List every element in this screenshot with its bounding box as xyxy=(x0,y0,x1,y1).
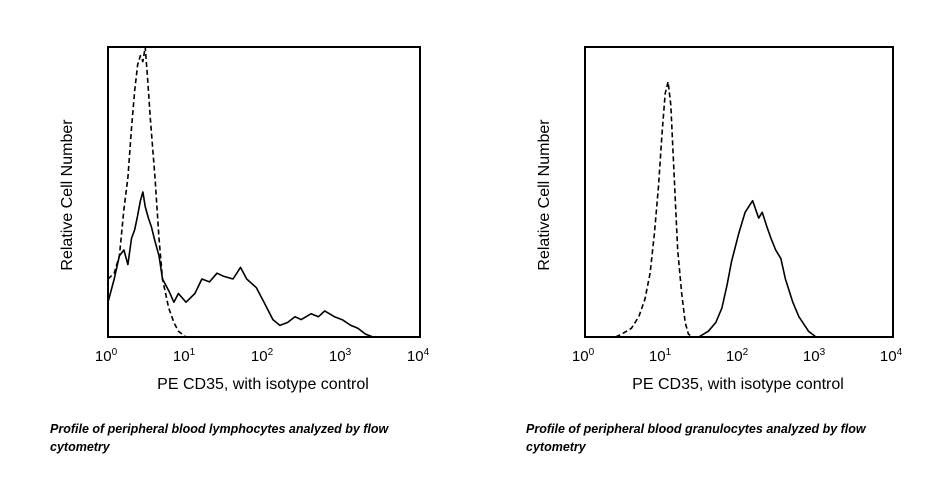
x-axis-label: PE CD35, with isotype control xyxy=(632,376,844,393)
x-tick-label: 104 xyxy=(880,347,903,365)
x-tick-label: 104 xyxy=(407,347,430,365)
granulocyte-histogram: 100 101 102 103 104 PE CD35, with isotype con… xyxy=(536,46,903,393)
x-tick-label: 102 xyxy=(726,347,749,365)
lymphocyte-histogram: 100 101 102 103 104 PE CD35, with isotype con… xyxy=(59,46,430,393)
right-chart-panel: 100 101 102 103 104 PE CD35, with isotype con… xyxy=(475,0,930,477)
x-tick-label: 102 xyxy=(251,347,274,365)
x-tick-label: 101 xyxy=(173,347,196,365)
left-chart-panel: 100 101 102 103 104 PE CD35, with isotype con… xyxy=(50,46,430,454)
cd35-line xyxy=(107,191,420,338)
x-axis-label: PE CD35, with isotype control xyxy=(157,376,369,393)
isotype-control-line xyxy=(107,46,420,338)
plot-frame xyxy=(107,46,421,338)
x-tick-label: 103 xyxy=(803,347,826,365)
y-axis-label: Relative Cell Number xyxy=(59,119,76,271)
right-caption: Profile of peripheral blood granulocytes… xyxy=(526,422,866,454)
plot-frame xyxy=(584,46,894,338)
x-tick-label: 100 xyxy=(572,347,595,365)
cd35-line xyxy=(698,199,825,338)
isotype-control-line xyxy=(615,81,694,338)
x-tick-label: 103 xyxy=(329,347,352,365)
y-axis-label: Relative Cell Number xyxy=(536,119,553,271)
x-tick-label: 100 xyxy=(95,347,118,365)
x-tick-label: 101 xyxy=(649,347,672,365)
left-caption: Profile of peripheral blood lymphocytes … xyxy=(50,422,389,454)
